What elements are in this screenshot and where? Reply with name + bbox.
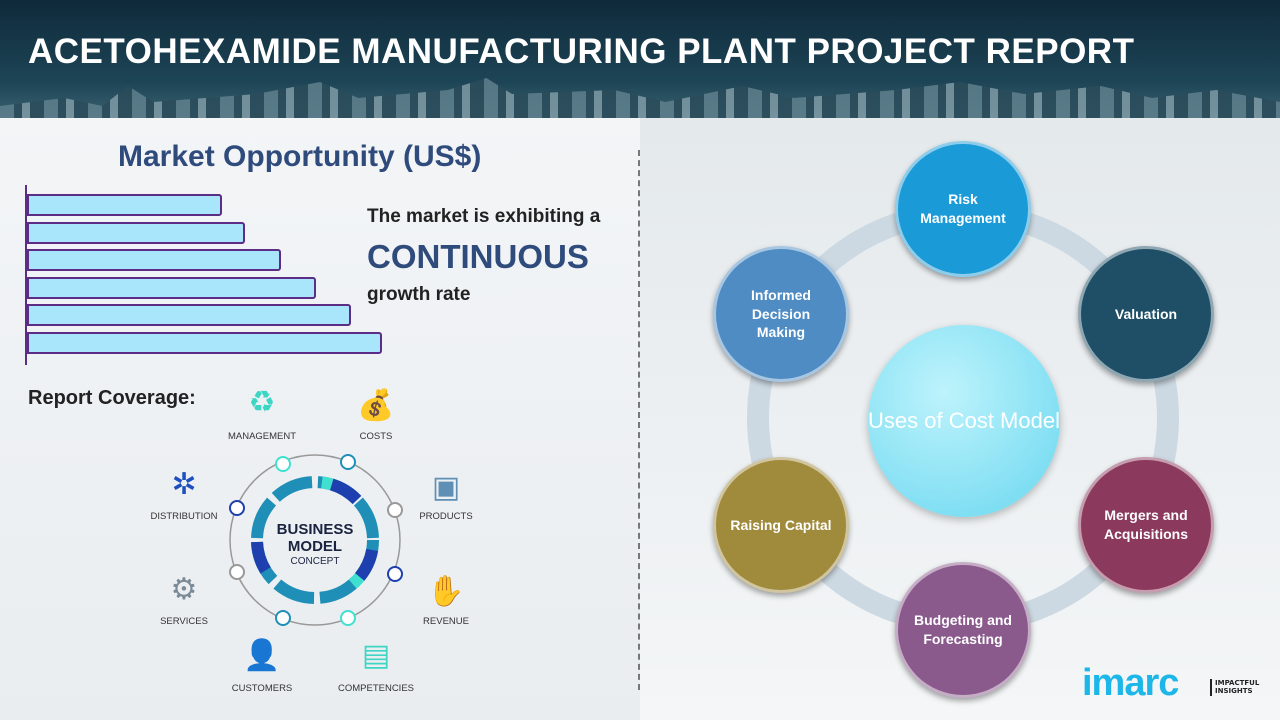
bar-axis — [25, 185, 27, 365]
network-icon: ✲ — [171, 467, 197, 502]
coverage-revenue: REVENUE — [423, 616, 469, 627]
person-icon: 👤 — [243, 638, 281, 673]
coverage-distribution: DISTRIBUTION — [150, 511, 218, 522]
city-skyline — [0, 78, 1280, 118]
coverage-competencies: COMPETENCIES — [337, 683, 414, 694]
coverage-products: PRODUCTS — [419, 511, 473, 522]
gears-icon: ⚙ — [170, 572, 198, 607]
use-circle: Risk Management — [895, 141, 1031, 277]
left-panel — [0, 118, 640, 720]
business-model-wheel: BUSINESS MODEL CONCEPT — [229, 454, 403, 626]
uses-center: Uses of Cost Model — [868, 325, 1060, 517]
market-bar — [27, 221, 246, 244]
use-circle: Raising Capital — [713, 457, 849, 593]
coverage-customers: CUSTOMERS — [231, 683, 293, 694]
box-icon: ▣ — [431, 470, 461, 505]
use-circle: Valuation — [1078, 246, 1214, 382]
market-text-3: growth rate — [367, 284, 471, 305]
wheel-line-3: CONCEPT — [291, 556, 340, 567]
use-circle: Budgeting and Forecasting — [895, 562, 1031, 698]
coverage-services: SERVICES — [160, 616, 208, 627]
market-opportunity-title: Market Opportunity (US$) — [118, 140, 482, 173]
market-bar — [27, 276, 316, 299]
tagline-1: IMPACTFUL — [1215, 679, 1260, 687]
report-coverage-title: Report Coverage: — [28, 387, 196, 409]
wheel-line-2: MODEL — [288, 538, 342, 555]
money-bag-icon: 💰 — [357, 388, 395, 423]
market-bar — [27, 331, 382, 354]
lightbulb-cycle-icon: ♻ — [248, 385, 276, 420]
use-circle: Informed Decision Making — [713, 246, 849, 382]
header-banner: ACETOHEXAMIDE MANUFACTURING PLANT PROJEC… — [0, 0, 1280, 118]
market-text-1: The market is exhibiting a — [367, 206, 601, 227]
imarc-logo: imarc — [1082, 662, 1179, 704]
hand-coins-icon: ✋ — [427, 574, 465, 609]
logo-tagline: IMPACTFUL INSIGHTS — [1210, 679, 1259, 696]
divider — [638, 150, 640, 690]
coverage-management: MANAGEMENT — [227, 431, 297, 442]
page-title: ACETOHEXAMIDE MANUFACTURING PLANT PROJEC… — [28, 32, 1135, 71]
coverage-costs: COSTS — [359, 431, 393, 442]
market-bar — [27, 194, 222, 216]
market-text-2: CONTINUOUS — [367, 238, 589, 275]
tagline-2: INSIGHTS — [1215, 687, 1253, 696]
use-circle: Mergers and Acquisitions — [1078, 457, 1214, 593]
market-bar — [27, 304, 351, 326]
wheel-line-1: BUSINESS — [277, 521, 354, 538]
market-bar — [27, 249, 281, 271]
hierarchy-icon: ▤ — [361, 638, 391, 673]
